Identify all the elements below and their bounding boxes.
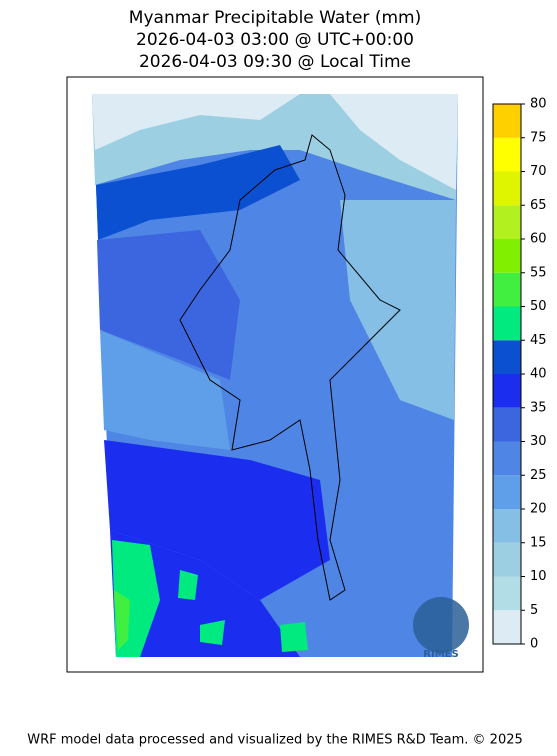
footer: WRF model data processed and visualized … — [27, 733, 523, 748]
colorbar-band — [493, 171, 521, 206]
colorbar-tick-label: 80 — [530, 97, 547, 112]
colorbar-tick-label: 60 — [530, 232, 547, 247]
title-line: Myanmar Precipitable Water (mm) — [129, 8, 421, 28]
colorbar-band — [493, 137, 521, 172]
colorbar-band — [493, 205, 521, 239]
colorbar-band — [493, 542, 521, 577]
map-frame — [66, 76, 484, 673]
colorbar-tick-label: 45 — [530, 333, 547, 348]
colorbar-band — [493, 407, 521, 442]
colorbar-band — [493, 441, 521, 476]
logo-text: RIMES — [423, 649, 458, 660]
colorbar-tick-label: 30 — [530, 434, 547, 449]
map: RIMES — [92, 94, 469, 660]
colorbar-band — [493, 475, 521, 509]
colorbar-tick-label: 25 — [530, 468, 547, 483]
colorbar-band — [493, 239, 521, 273]
title-line: 2026-04-03 03:00 @ UTC+00:00 — [136, 30, 414, 50]
title-line: 2026-04-03 09:30 @ Local Time — [139, 52, 411, 72]
colorbar-tick-label: 10 — [530, 569, 547, 584]
colorbar-tick-label: 20 — [530, 502, 547, 517]
colorbar-tick-label: 70 — [530, 164, 547, 179]
colorbar-band — [493, 306, 521, 341]
colorbar-tick-label: 15 — [530, 535, 547, 550]
colorbar-tick-label: 50 — [530, 299, 547, 314]
colorbar: 0 5 10 15 20 25 30 35 40 45 50 55 60 65 70 75 80 — [492, 97, 547, 652]
colorbar-band — [493, 272, 521, 307]
colorbar-tick-label: 0 — [530, 637, 538, 652]
colorbar-tick-label: 65 — [530, 198, 547, 213]
colorbar-band — [493, 340, 521, 374]
colorbar-band — [493, 509, 521, 543]
colorbar-tick-label: 55 — [530, 265, 547, 280]
colorbar-tick-label: 5 — [530, 603, 538, 618]
colorbar-tick-label: 35 — [530, 400, 547, 415]
colorbar-band — [493, 610, 521, 644]
colorbar-band — [493, 104, 521, 138]
colorbar-band — [493, 374, 521, 408]
colorbar-tick-label: 40 — [530, 367, 547, 382]
colorbar-tick-label: 75 — [530, 130, 547, 145]
colorbar-band — [493, 576, 521, 611]
